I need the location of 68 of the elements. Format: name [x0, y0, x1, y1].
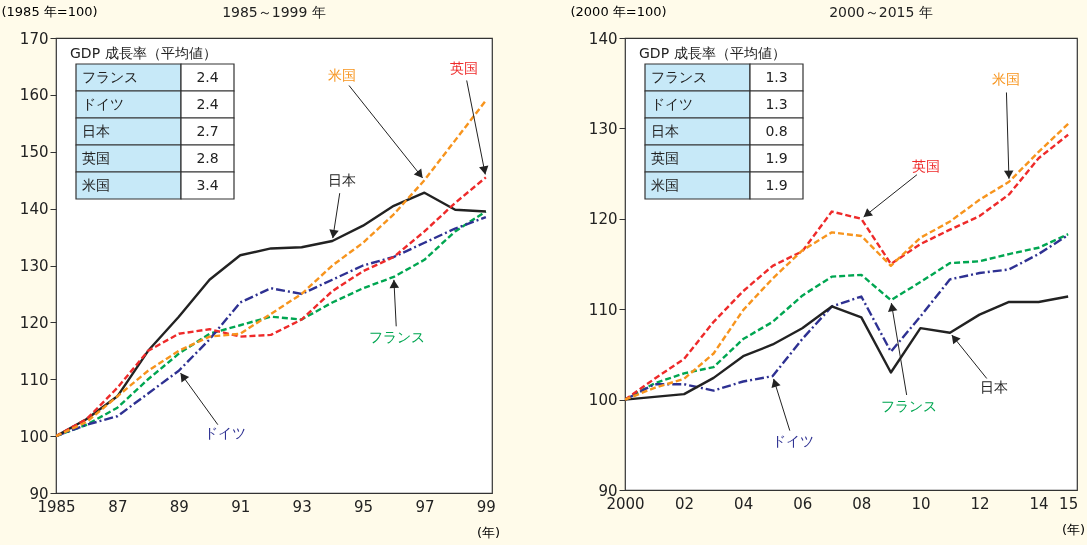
annotation: 1.3: [765, 95, 788, 112]
x-tick-label: 87: [108, 497, 128, 516]
annotation: GDP 成長率（平均値）: [70, 45, 217, 61]
y-tick-label: 100: [19, 427, 49, 446]
x-tick-label: 04: [734, 494, 754, 513]
x-tick-label: 97: [415, 497, 435, 516]
annotation: 1.9: [765, 149, 788, 166]
text: 日本: [980, 378, 1009, 395]
x-tick-label: 08: [852, 494, 872, 513]
annotation: フランス: [651, 68, 707, 85]
x-tick-label: 15: [1059, 494, 1079, 513]
y-tick-label: 130: [588, 119, 618, 138]
annotation: 英国: [82, 149, 110, 166]
annotation: 2.4: [196, 95, 219, 112]
text: ドイツ: [203, 425, 246, 442]
annotation: 2.8: [196, 149, 219, 166]
line-series: [625, 295, 1070, 401]
y-tick-label: 120: [19, 313, 49, 332]
annotation: 米国: [82, 176, 110, 193]
y-tick-label: 140: [19, 200, 49, 219]
x-tick-label: 93: [292, 497, 312, 516]
x-axis-title: (年): [476, 524, 501, 540]
y-tick-label: 160: [19, 86, 49, 105]
text: 英国: [912, 158, 941, 175]
annotation: ドイツ: [651, 95, 693, 112]
y-tick-label: 130: [19, 257, 49, 275]
annotation: GDP 成長率（平均値）: [639, 45, 786, 61]
text: ドイツ: [772, 433, 815, 450]
chart-title: 1985～1999 年: [222, 4, 326, 20]
annotation: フランス: [82, 68, 138, 85]
y-tick-label: 120: [588, 210, 618, 229]
annotation: 英国: [651, 149, 679, 166]
y-tick-label: 170: [19, 29, 49, 48]
annotation: ドイツ: [82, 95, 124, 112]
x-tick-label: 99: [476, 497, 496, 516]
text: 米国: [992, 71, 1021, 88]
text: フランス: [368, 329, 425, 346]
annotation: 2.4: [196, 68, 219, 85]
x-tick-label: 89: [169, 497, 189, 516]
annotation: 0.8: [765, 122, 788, 139]
y-axis-title: (2000 年=100): [570, 3, 667, 19]
line-series: [56, 99, 488, 438]
text: フランス: [880, 397, 937, 414]
x-tick-label: 10: [911, 494, 931, 513]
y-tick-label: 110: [19, 370, 49, 389]
x-tick-label: 91: [231, 497, 251, 516]
annotation: 2.7: [196, 122, 219, 139]
x-tick-label: 02: [675, 494, 695, 513]
annotation: 日本: [82, 122, 110, 139]
annotation: 3.4: [196, 176, 219, 193]
x-tick-label: 95: [354, 497, 374, 516]
x-tick-label: 14: [1029, 494, 1049, 513]
x-axis-title: (年): [1061, 521, 1086, 537]
annotation: 日本: [651, 122, 679, 139]
text: 日本: [327, 172, 356, 189]
text: 米国: [327, 67, 356, 84]
annotation: 1.3: [765, 68, 788, 85]
annotation: 米国: [651, 176, 679, 193]
y-tick-label: 110: [588, 300, 618, 319]
x-tick-label: 12: [970, 494, 990, 513]
y-tick-label: 140: [588, 29, 618, 48]
y-tick-label: 150: [19, 143, 49, 162]
chart-title: 2000～2015 年: [829, 4, 933, 20]
y-tick-label: 100: [588, 391, 618, 410]
text: 英国: [450, 59, 479, 76]
x-tick-label: 06: [793, 494, 813, 513]
y-axis-title: (1985 年=100): [1, 3, 98, 19]
annotation: 1.9: [765, 176, 788, 193]
